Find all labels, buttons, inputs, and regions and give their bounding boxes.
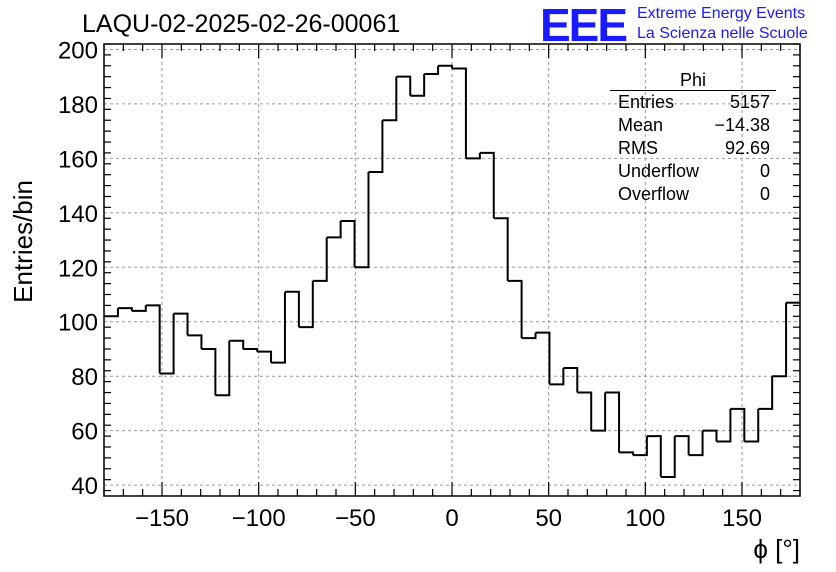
y-tick-label: 60 bbox=[71, 419, 98, 446]
histogram-bin bbox=[758, 376, 774, 410]
histogram-bin bbox=[493, 217, 509, 281]
histogram-bin bbox=[229, 339, 245, 349]
histogram-bin bbox=[159, 313, 175, 375]
histogram-bin bbox=[410, 73, 426, 97]
x-axis-title: ϕ [°] bbox=[753, 534, 800, 564]
histogram-bin bbox=[326, 220, 342, 239]
y-tick-label: 160 bbox=[58, 146, 98, 173]
stats-row-overflow: Overflow 0 bbox=[610, 183, 776, 206]
histogram-bin bbox=[257, 350, 273, 363]
histogram-bin bbox=[535, 331, 551, 385]
stats-value: −14.38 bbox=[714, 115, 770, 135]
stats-label: Entries bbox=[618, 92, 675, 112]
x-tick-label: −100 bbox=[232, 505, 286, 532]
histogram-bin bbox=[104, 308, 119, 318]
stats-value: 92.69 bbox=[724, 138, 770, 158]
stats-row-mean: Mean −14.38 bbox=[610, 114, 776, 137]
histogram-bin bbox=[674, 435, 690, 456]
histogram-bin bbox=[145, 304, 161, 374]
y-tick-label: 180 bbox=[58, 92, 98, 119]
y-tick-label: 200 bbox=[58, 37, 98, 64]
histogram-bin bbox=[382, 76, 398, 122]
histogram-bin bbox=[605, 391, 621, 453]
histogram-bin bbox=[284, 290, 300, 328]
histogram-bin bbox=[438, 64, 453, 69]
y-axis-title: Entries/bin bbox=[8, 180, 38, 303]
stats-label: RMS bbox=[618, 138, 658, 158]
histogram-bin bbox=[340, 219, 356, 268]
histogram-bin bbox=[187, 334, 203, 349]
stats-row-entries: Entries 5157 bbox=[610, 91, 776, 114]
x-tick-label: 50 bbox=[535, 505, 562, 532]
stats-row-underflow: Underflow 0 bbox=[610, 160, 776, 183]
histogram-bin bbox=[549, 368, 565, 386]
histogram-bin bbox=[772, 302, 788, 378]
histogram-bin bbox=[201, 347, 217, 396]
histogram-bin bbox=[271, 291, 286, 364]
histogram-bin bbox=[646, 435, 662, 477]
logo-line-2: La Scienza nelle Scuole bbox=[637, 25, 808, 42]
histogram-bars bbox=[104, 64, 800, 478]
histogram-bin bbox=[591, 392, 607, 432]
histogram-bin bbox=[716, 408, 732, 443]
histogram-bin bbox=[117, 307, 133, 311]
y-tick-label: 120 bbox=[58, 255, 98, 282]
stats-label: Mean bbox=[618, 115, 664, 135]
histogram-bin bbox=[521, 332, 537, 340]
histogram-bin bbox=[479, 151, 495, 219]
eee-logo: EEE bbox=[540, 0, 628, 51]
histogram-bin bbox=[577, 391, 593, 431]
logo-line-1: Extreme Energy Events bbox=[637, 5, 806, 22]
x-tick-label: −150 bbox=[135, 505, 189, 532]
histogram-bin bbox=[215, 340, 231, 397]
histogram-bin bbox=[660, 436, 676, 478]
histogram-bin bbox=[632, 436, 648, 457]
histogram-bin bbox=[243, 347, 259, 352]
stats-value: 0 bbox=[759, 161, 770, 181]
y-tick-label: 40 bbox=[71, 473, 98, 500]
x-tick-labels: −150 −100 −50 0 50 100 150 bbox=[135, 505, 762, 532]
histogram-bin bbox=[354, 171, 370, 269]
histogram-bin bbox=[396, 75, 412, 96]
stats-box-title: Phi bbox=[610, 70, 776, 91]
logo-text: Extreme Energy Events La Scienza nelle S… bbox=[637, 4, 808, 44]
histogram-bin bbox=[730, 407, 746, 442]
x-tick-label: 100 bbox=[625, 505, 665, 532]
histogram-bin bbox=[702, 429, 718, 442]
stats-value: 5157 bbox=[729, 92, 770, 112]
x-tick-label: 150 bbox=[722, 505, 762, 532]
histogram-bin bbox=[744, 408, 760, 443]
y-tick-label: 100 bbox=[58, 310, 98, 337]
histogram-bin bbox=[452, 67, 467, 159]
histogram-bin bbox=[507, 279, 523, 339]
chart-title: LAQU-02-2025-02-26-00061 bbox=[82, 10, 401, 38]
y-tick-labels: 40 60 80 100 120 140 160 180 200 bbox=[58, 37, 98, 500]
histogram-bin bbox=[173, 312, 189, 336]
histogram-bin bbox=[312, 237, 328, 282]
histogram-bin bbox=[368, 120, 384, 173]
stats-box: Phi Entries 5157 Mean −14.38 RMS 92.69 U… bbox=[610, 70, 776, 206]
x-tick-label: −50 bbox=[335, 505, 376, 532]
histogram-bin bbox=[619, 451, 634, 456]
histogram-bin bbox=[298, 280, 314, 329]
histogram-bin bbox=[131, 305, 147, 312]
histogram-bin bbox=[563, 367, 579, 393]
stats-value: 0 bbox=[759, 184, 770, 204]
x-tick-label: 0 bbox=[445, 505, 458, 532]
histogram-bin bbox=[424, 65, 440, 75]
stats-row-rms: RMS 92.69 bbox=[610, 137, 776, 160]
histogram-bin bbox=[688, 430, 704, 457]
y-tick-label: 80 bbox=[71, 364, 98, 391]
stats-label: Underflow bbox=[618, 161, 700, 181]
histogram-bin bbox=[465, 152, 481, 160]
axis-ticks bbox=[103, 43, 801, 496]
stats-label: Overflow bbox=[618, 184, 690, 204]
y-tick-label: 140 bbox=[58, 201, 98, 228]
